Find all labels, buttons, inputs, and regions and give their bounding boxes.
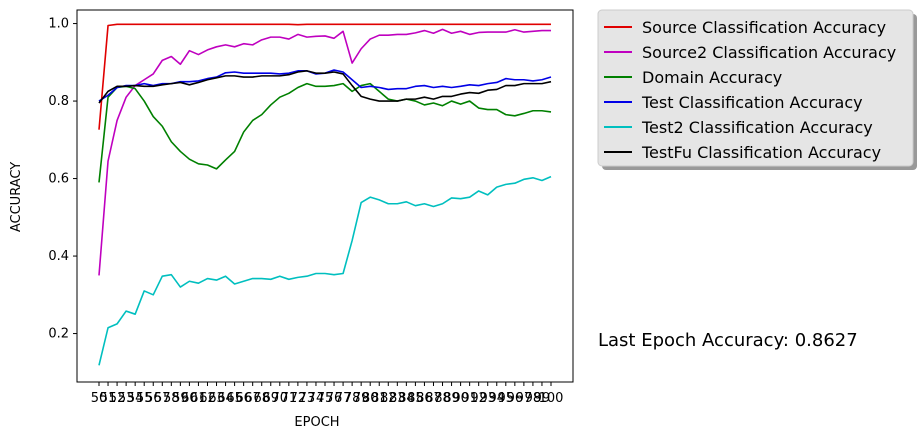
x-tick-label: 73 [299, 391, 316, 406]
x-tick-label: 86 [416, 391, 433, 406]
last-epoch-annotation: Last Epoch Accuracy: 0.8627 [598, 330, 858, 351]
x-tick-label: 59 [172, 391, 189, 406]
x-tick-label: 72 [290, 391, 307, 406]
legend-label: Source Classification Accuracy [642, 18, 886, 37]
series-line-domain-accuracy [98, 82, 552, 183]
x-tick-label: 66 [235, 391, 252, 406]
legend-label: Test2 Classification Accuracy [641, 118, 873, 137]
x-tick-label: 84 [398, 391, 415, 406]
x-tick-label: 82 [380, 391, 397, 406]
x-tick-label: 93 [479, 391, 496, 406]
legend-label: Source2 Classification Accuracy [642, 43, 896, 62]
x-tick-label: 64 [217, 391, 234, 406]
series-line-test2-classification-accuracy [98, 175, 552, 366]
y-tick-label: 0.2 [48, 327, 69, 342]
legend-items: Source Classification Accuracy Source2 Cl… [604, 18, 896, 162]
plot-frame [76, 9, 574, 383]
x-tick-label: 92 [470, 391, 487, 406]
legend-label: TestFu Classification Accuracy [641, 143, 881, 162]
series-line-testfu-classification-accuracy [98, 70, 552, 104]
x-tick-label: 87 [425, 391, 442, 406]
y-axis: 0.2 0.4 0.6 0.8 1.0 [48, 17, 77, 342]
y-tick-label: 0.6 [48, 172, 69, 187]
x-tick-label: 76 [326, 391, 343, 406]
x-tick-label: 77 [335, 391, 352, 406]
x-tick-label: 89 [443, 391, 460, 406]
x-tick-label: 79 [353, 391, 370, 406]
x-tick-label: 60 [181, 391, 198, 406]
x-tick-label: 68 [253, 391, 270, 406]
x-tick-label: 55 [136, 391, 153, 406]
legend: Source Classification Accuracy Source2 Cl… [597, 9, 917, 170]
x-tick-label: 65 [226, 391, 243, 406]
x-tick-label: 58 [163, 391, 180, 406]
x-tick-label: 83 [389, 391, 406, 406]
x-tick-label: 53 [118, 391, 135, 406]
x-tick-label: 70 [272, 391, 289, 406]
x-tick-label: 56 [145, 391, 162, 406]
legend-label: Domain Accuracy [642, 68, 782, 87]
x-tick-label: 90 [452, 391, 469, 406]
x-tick-label: 62 [199, 391, 216, 406]
y-tick-label: 0.8 [48, 94, 69, 109]
x-tick-label: 57 [154, 391, 171, 406]
y-tick-label: 1.0 [48, 17, 69, 32]
x-tick-label: 100 [539, 391, 564, 406]
x-tick-label: 78 [344, 391, 361, 406]
x-tick-label: 99 [534, 391, 551, 406]
x-tick-label: 88 [434, 391, 451, 406]
x-tick-label: 71 [281, 391, 298, 406]
x-tick-label: 51 [100, 391, 117, 406]
x-tick-label: 67 [244, 391, 261, 406]
x-tick-label: 80 [362, 391, 379, 406]
x-tick-label: 91 [461, 391, 478, 406]
x-tick-label: 69 [262, 391, 279, 406]
x-tick-label: 54 [127, 391, 144, 406]
x-tick-label: 85 [407, 391, 424, 406]
series-line-source2-classification-accuracy [98, 28, 551, 276]
x-axis: 5051525354555657585960616263646566676869… [91, 382, 564, 406]
x-tick-label: 94 [488, 391, 505, 406]
x-tick-label: 75 [317, 391, 334, 406]
x-tick-label: 95 [498, 391, 515, 406]
x-tick-label: 61 [190, 391, 207, 406]
legend-label: Test Classification Accuracy [641, 93, 863, 112]
y-tick-label: 0.4 [48, 249, 69, 264]
x-tick-label: 63 [208, 391, 225, 406]
x-tick-label: 98 [525, 391, 542, 406]
x-tick-label: 50 [91, 391, 108, 406]
series-line-source-classification-accuracy [98, 23, 551, 130]
x-tick-label: 52 [109, 391, 126, 406]
x-tick-label: 97 [516, 391, 533, 406]
x-tick-label: 96 [507, 391, 524, 406]
x-axis-label: EPOCH [294, 415, 339, 430]
x-tick-label: 81 [371, 391, 388, 406]
x-tick-label: 74 [308, 391, 325, 406]
series-layer [98, 23, 552, 366]
legend-box [597, 9, 914, 167]
y-axis-label: ACCURACY [9, 162, 24, 232]
